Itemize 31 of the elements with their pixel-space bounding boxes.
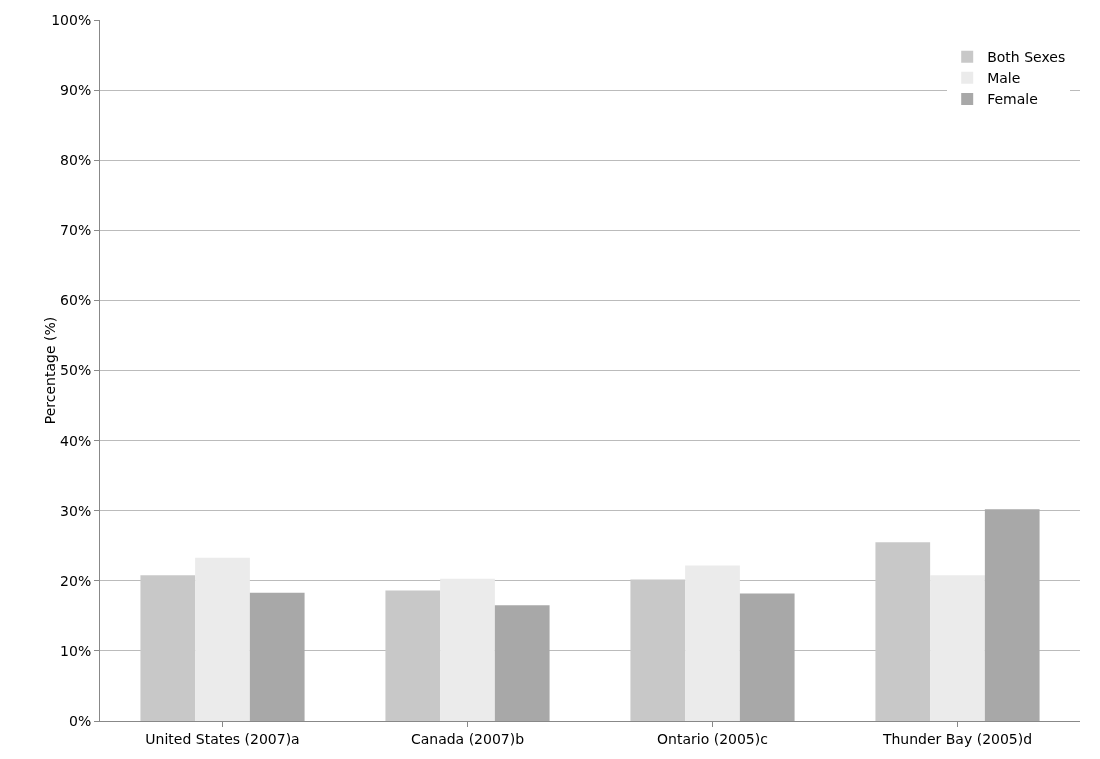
bar	[440, 578, 495, 721]
y-tick-label: 100%	[51, 11, 92, 28]
x-tick-label: United States (2007)a	[145, 730, 300, 747]
y-tick-label: 10%	[60, 642, 92, 659]
y-tick-label: 40%	[60, 432, 92, 449]
bar	[685, 565, 740, 721]
bar	[140, 575, 196, 721]
x-tick-label: Ontario (2005)c	[657, 730, 768, 747]
bar	[494, 605, 550, 721]
x-tick-label: Thunder Bay (2005)d	[881, 730, 1033, 747]
bar	[739, 593, 795, 721]
bar	[385, 590, 441, 721]
y-tick-label: 80%	[60, 152, 92, 169]
y-tick-label: 30%	[60, 502, 92, 519]
y-tick-label: 20%	[60, 572, 92, 589]
legend-label: Both Sexes	[987, 49, 1066, 66]
bar	[630, 579, 686, 721]
bar	[984, 509, 1040, 721]
y-tick-label: 50%	[60, 362, 92, 379]
x-tick-label: Canada (2007)b	[410, 730, 525, 747]
bar	[249, 592, 305, 721]
bar	[875, 542, 931, 721]
y-tick-label: 0%	[68, 712, 92, 729]
y-tick-label: 90%	[60, 82, 92, 98]
legend-label: Male	[987, 70, 1021, 87]
legend-label: Female	[987, 91, 1038, 108]
bar	[930, 575, 985, 721]
y-tick-label: 70%	[60, 222, 92, 239]
bar	[195, 557, 250, 721]
y-tick-label: 60%	[60, 292, 92, 309]
y-axis-title: Percentage (%)	[42, 316, 59, 425]
